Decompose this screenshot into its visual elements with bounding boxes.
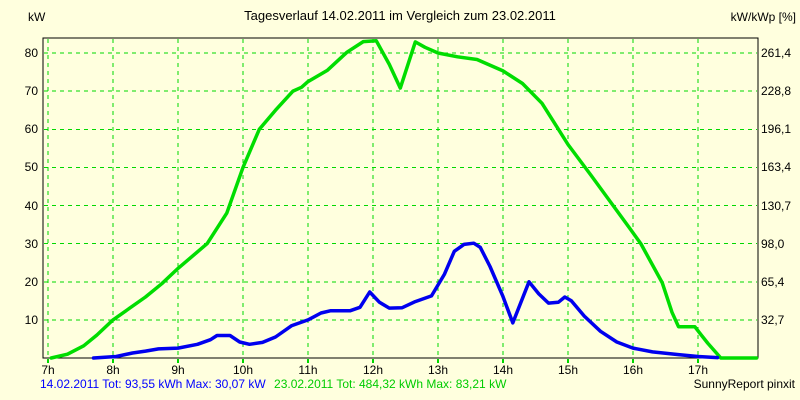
series-blue-summary: 14.02.2011 Tot: 93,55 kWh Max: 30,07 kW xyxy=(40,377,266,391)
x-axis-tick-label: 13h xyxy=(427,363,449,377)
right-axis-tick-label: 163,4 xyxy=(761,160,792,175)
right-axis-unit-label: kW/kWp [%] xyxy=(730,10,796,24)
left-axis-tick-label: 10 xyxy=(24,312,38,327)
x-axis-tick-label: 15h xyxy=(557,363,579,377)
left-axis-tick-label: 50 xyxy=(24,160,38,175)
x-axis-tick-label: 7h xyxy=(41,363,55,377)
series-green-summary: 23.02.2011 Tot: 484,32 kWh Max: 83,21 kW xyxy=(274,377,507,391)
right-axis-tick-label: 32,7 xyxy=(761,312,785,327)
x-axis-tick-label: 16h xyxy=(622,363,644,377)
x-axis-tick-label: 17h xyxy=(687,363,709,377)
x-axis-tick-label: 11h xyxy=(298,363,318,377)
plot-frame xyxy=(42,37,759,359)
left-axis-tick-label: 70 xyxy=(24,84,38,99)
right-axis-tick-label: 228,8 xyxy=(761,84,792,99)
left-axis-tick-label: 60 xyxy=(24,122,38,137)
right-axis-tick-label: 98,0 xyxy=(761,236,785,251)
left-axis-tick-label: 80 xyxy=(24,46,38,60)
right-axis-tick-label: 65,4 xyxy=(761,274,785,289)
series-curve-14.02.2011 xyxy=(91,241,720,360)
x-axis-tick-label: 8h xyxy=(106,363,120,377)
left-axis-tick-label: 30 xyxy=(24,236,38,251)
x-axis-tick-label: 12h xyxy=(362,363,384,377)
left-axis-unit-label: kW xyxy=(28,10,46,24)
left-axis-tick-label: 40 xyxy=(24,198,38,213)
right-axis-tick-label: 130,7 xyxy=(761,198,792,213)
right-axis-tick-label: 196,1 xyxy=(761,122,792,137)
series-curve-23.02.2011 xyxy=(49,39,759,360)
right-axis-tick-label: 261,4 xyxy=(761,46,792,60)
x-axis-tick-label: 14h xyxy=(492,363,514,377)
left-axis-tick-label: 20 xyxy=(24,274,38,289)
x-axis-tick-label: 10h xyxy=(232,363,254,377)
footer-summary: 14.02.2011 Tot: 93,55 kWh Max: 30,07 kW … xyxy=(40,377,506,391)
x-axis-tick-label: 9h xyxy=(171,363,185,377)
watermark-text: SunnyReport pinxit xyxy=(693,377,795,391)
chart-title: Tagesverlauf 14.02.2011 im Vergleich zum… xyxy=(244,8,556,23)
